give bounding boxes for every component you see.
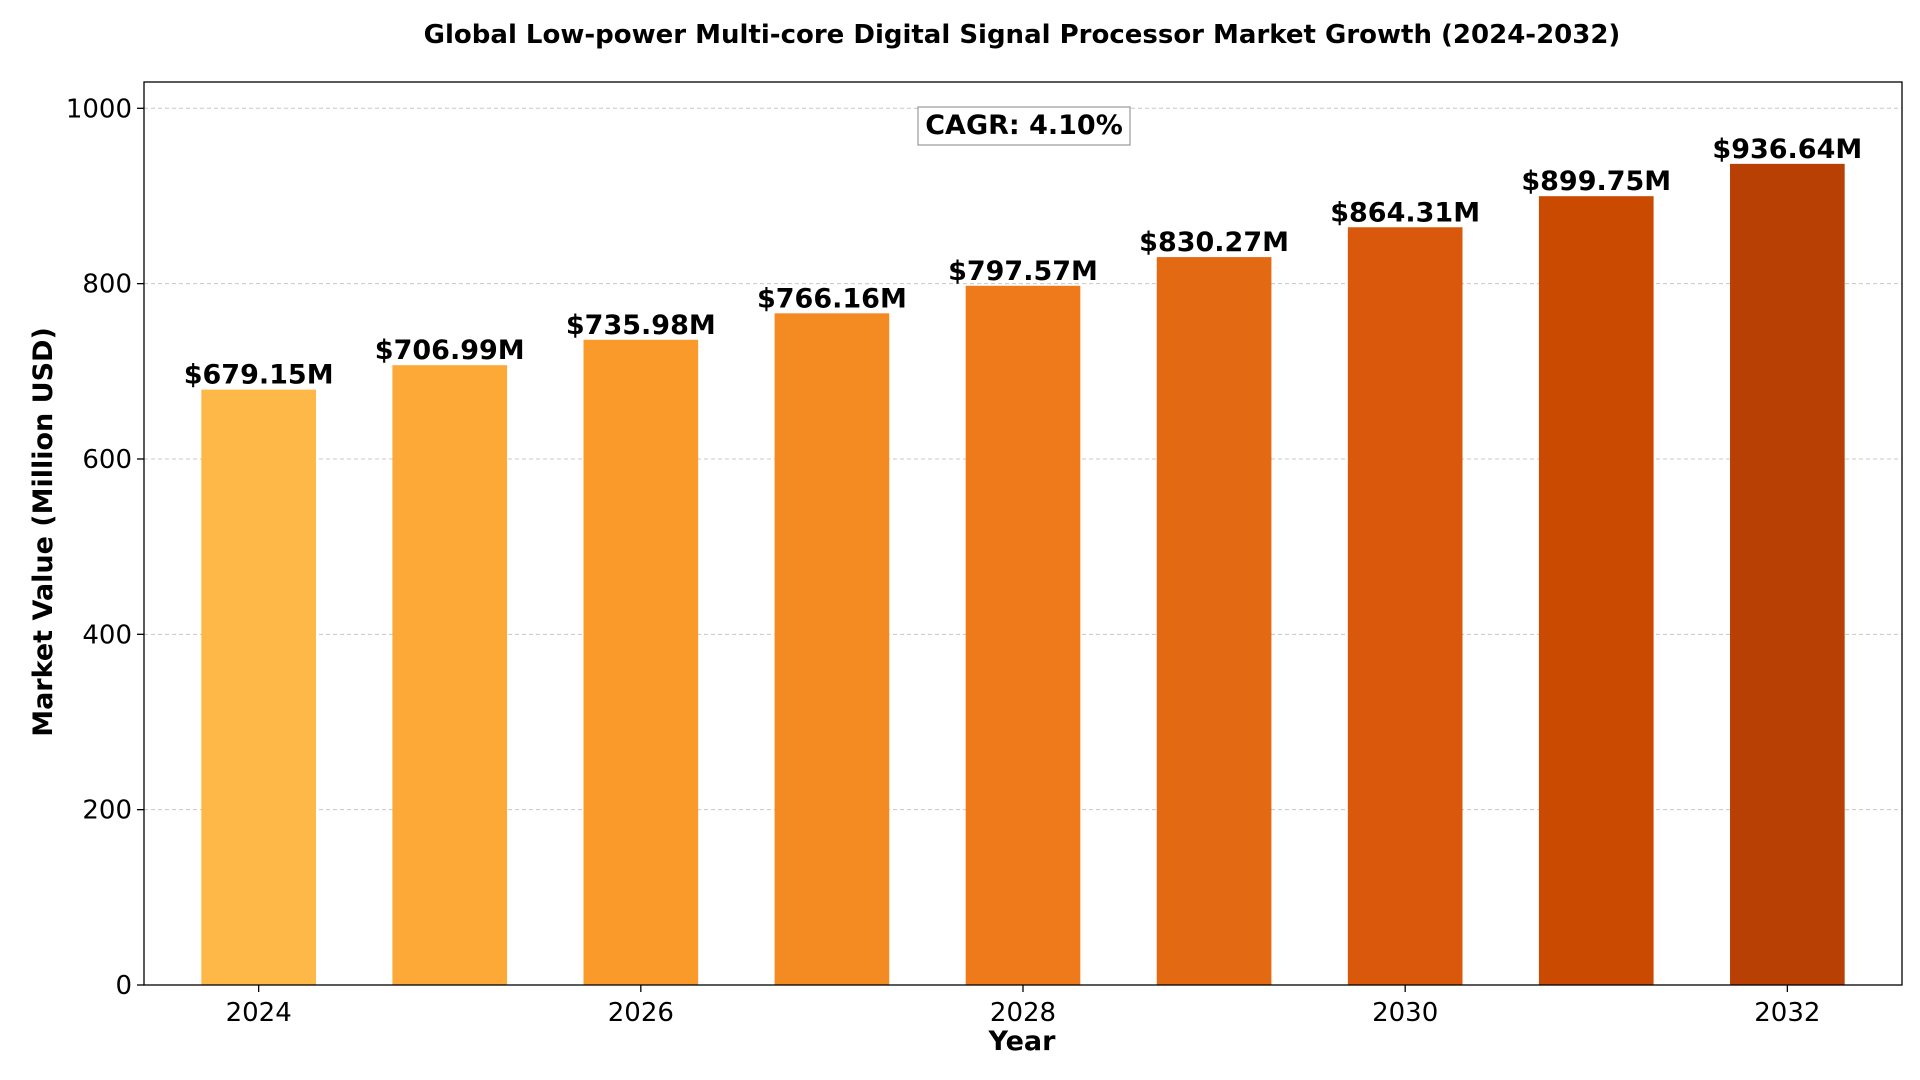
cagr-annotation: CAGR: 4.10% (917, 106, 1131, 146)
bar-2027 (774, 313, 890, 986)
cagr-annotation-box (917, 106, 1131, 146)
y-tick-label: 200 (82, 796, 132, 826)
y-tick-label: 0 (115, 971, 132, 1001)
x-tick-label: 2024 (226, 998, 292, 1028)
y-tick-label: 1000 (66, 94, 132, 124)
cagr-annotation-text: CAGR: 4.10% (925, 110, 1123, 141)
y-axis-ticks: 0 200 400 600 800 1000 (66, 94, 144, 1001)
bar-value-label: $679.15M (184, 360, 334, 391)
x-axis-ticks: 2024 2026 2028 2030 2032 (226, 985, 1820, 1028)
x-axis-label: Year (988, 1026, 1057, 1057)
bar-2032 (1730, 163, 1845, 985)
y-tick-label: 600 (82, 445, 132, 475)
bar-2030 (1347, 227, 1463, 986)
bar-2025 (392, 365, 508, 985)
bar-value-labels: $679.15M $706.99M $735.98M $766.16M $797.57M… (184, 134, 1863, 391)
bar-2026 (583, 339, 699, 985)
bar-value-label: $706.99M (375, 335, 525, 366)
x-tick-label: 2028 (990, 998, 1056, 1028)
chart-title: Global Low-power Multi-core Digital Sign… (424, 20, 1621, 50)
x-tick-label: 2032 (1754, 998, 1820, 1028)
bar-value-label: $766.16M (757, 283, 907, 314)
bar-value-label: $936.64M (1712, 134, 1862, 165)
bar-value-label: $830.27M (1139, 227, 1289, 258)
bar-2028 (965, 285, 1081, 986)
bar-2029 (1156, 257, 1272, 985)
bars (201, 163, 1845, 986)
y-tick-label: 400 (82, 620, 132, 650)
y-tick-label: 800 (82, 270, 132, 300)
bar-2024 (201, 389, 316, 985)
bar-value-label: $797.57M (948, 256, 1098, 287)
bar-value-label: $864.31M (1330, 197, 1480, 228)
x-tick-label: 2026 (608, 998, 674, 1028)
bar-value-label: $735.98M (566, 310, 716, 341)
bar-2031 (1538, 196, 1654, 985)
x-tick-label: 2030 (1372, 998, 1438, 1028)
y-axis-label: Market Value (Million USD) (28, 327, 59, 737)
bar-value-label: $899.75M (1521, 166, 1671, 197)
